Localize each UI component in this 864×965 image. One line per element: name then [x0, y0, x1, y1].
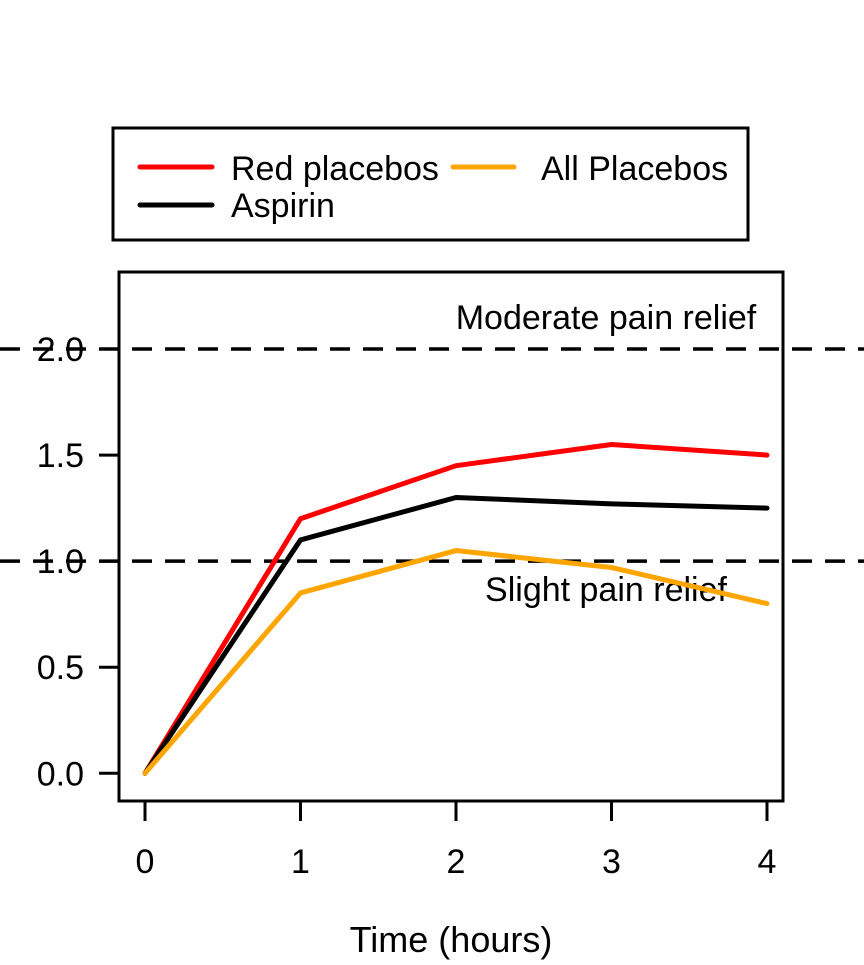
annotation-moderate-pain-relief: Moderate pain relief	[456, 299, 757, 337]
reference-lines	[0, 347, 864, 563]
y-tick-label: 0.0	[37, 755, 84, 793]
x-tick-label: 3	[602, 843, 621, 881]
x-tick-label: 1	[291, 843, 310, 881]
y-tick-label: 2.0	[37, 331, 84, 369]
data-series-lines	[142, 441, 770, 776]
y-tick-label: 1.5	[37, 437, 84, 475]
x-axis-title: Time (hours)	[350, 919, 553, 960]
legend-label-aspirin: Aspirin	[231, 187, 335, 225]
legend-label-all-placebos: All Placebos	[541, 150, 728, 188]
legend-border	[111, 126, 750, 242]
series-line	[142, 495, 770, 776]
x-tick-label: 4	[758, 843, 777, 881]
series-line	[142, 548, 770, 776]
y-axis: 0.0 0.5 1.0 1.5 2.0	[37, 331, 119, 793]
x-axis: 0 1 2 3 4	[136, 801, 777, 881]
x-tick-label: 0	[136, 843, 155, 881]
annotation-slight-pain-relief: Slight pain relief	[485, 571, 727, 609]
series-line	[142, 441, 770, 776]
legend: Red placebos Aspirin All Placebos	[111, 126, 750, 242]
legend-label-red-placebos: Red placebos	[231, 150, 439, 188]
plot-border	[117, 270, 785, 803]
y-tick-label: 0.5	[37, 649, 84, 687]
y-tick-label: 1.0	[37, 543, 84, 581]
x-tick-label: 2	[447, 843, 466, 881]
